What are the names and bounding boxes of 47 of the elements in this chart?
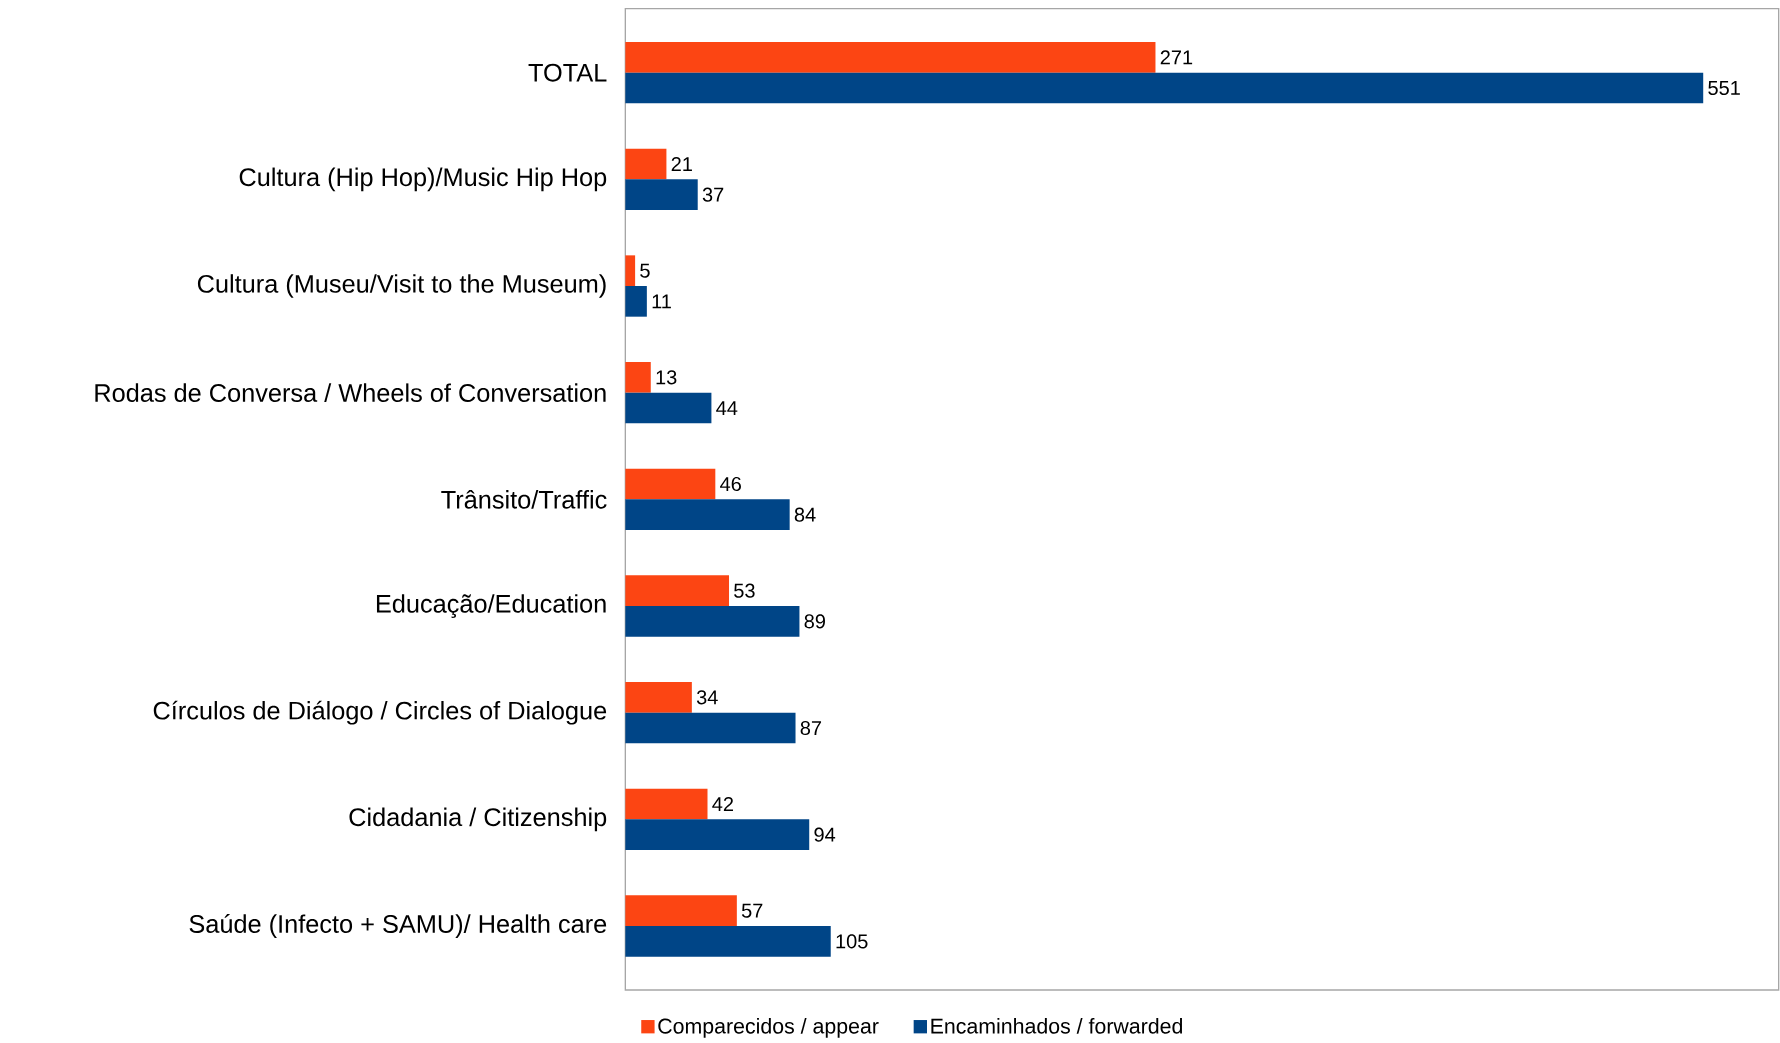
bar xyxy=(625,895,737,927)
y-tick-label: Círculos de Diálogo / Circles of Dialogue xyxy=(153,700,607,725)
bar xyxy=(625,179,698,211)
bar xyxy=(625,286,647,317)
data-label: 34 xyxy=(696,690,718,705)
data-label: 87 xyxy=(800,721,822,736)
bar xyxy=(625,72,1704,104)
data-label: 551 xyxy=(1708,81,1740,96)
bar xyxy=(625,788,708,820)
bar xyxy=(625,468,716,500)
bar xyxy=(625,926,831,957)
y-tick-label: Trânsito/Traffic xyxy=(441,490,607,509)
bar xyxy=(625,606,800,637)
bar xyxy=(625,148,667,180)
bar xyxy=(625,499,790,531)
bar xyxy=(625,255,636,287)
y-tick-label: Saúde (Infecto + SAMU)/ Health care xyxy=(189,914,607,939)
bar xyxy=(625,42,1156,73)
data-label: 5 xyxy=(640,263,650,278)
data-label: 13 xyxy=(656,370,677,385)
data-label: 57 xyxy=(741,903,763,918)
bar xyxy=(625,712,796,744)
data-label: 46 xyxy=(720,477,741,492)
data-label: 84 xyxy=(794,507,816,522)
data-label: 42 xyxy=(712,797,734,812)
data-label: 53 xyxy=(734,583,755,598)
data-label: 271 xyxy=(1160,50,1193,65)
y-tick-label: Cultura (Museu/Visit to the Museum) xyxy=(197,274,606,298)
bar xyxy=(625,575,730,607)
bar xyxy=(625,819,810,851)
data-label: 21 xyxy=(671,157,692,172)
data-label: 105 xyxy=(836,934,868,949)
y-tick-label: Cidadania / Citizenship xyxy=(349,807,607,832)
bar xyxy=(625,362,651,393)
data-label: 44 xyxy=(716,401,738,416)
bar xyxy=(625,682,692,713)
data-label: 94 xyxy=(814,827,836,842)
y-tick-label: Educação/Education xyxy=(376,594,606,619)
y-tick-label: Cultura (Hip Hop)/Music Hip Hop xyxy=(239,167,607,192)
data-label: 37 xyxy=(702,187,724,202)
legend-label: Encaminhados / forwarded xyxy=(931,1018,1182,1034)
y-tick-label: TOTAL xyxy=(528,63,607,82)
data-label: 11 xyxy=(652,294,671,309)
y-tick-label: Rodas de Conversa / Wheels of Conversation xyxy=(95,383,606,403)
data-label: 89 xyxy=(804,614,825,629)
legend-label: Comparecidos / appear xyxy=(658,1018,879,1039)
bar xyxy=(625,392,712,424)
